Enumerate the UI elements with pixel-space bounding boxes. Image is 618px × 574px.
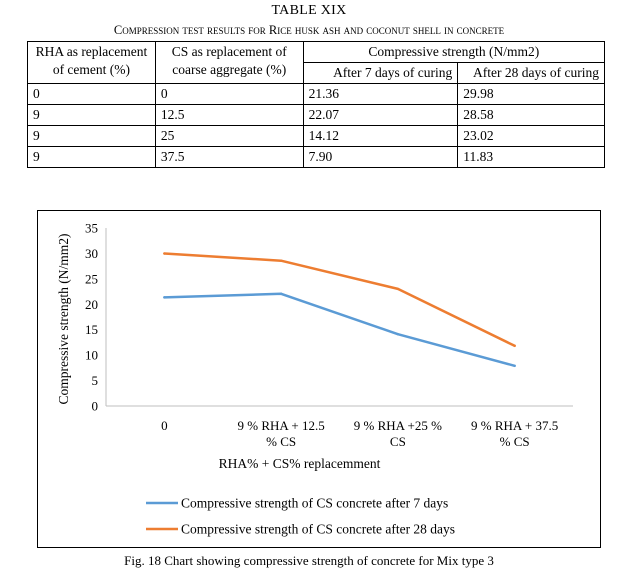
chart-frame: 0 5 10 15 20 25 30 35 0 9 % RHA + 12.5% CS 9 % RHA…	[37, 210, 601, 548]
table-row: 9 12.5 22.07 28.58	[27, 104, 605, 126]
y-axis-title: Compressive strength (N/mm2)	[56, 234, 71, 405]
y-tick-label: 25	[85, 271, 98, 286]
data-point	[279, 259, 283, 262]
table-title: TABLE XIX	[271, 3, 347, 18]
data-point	[279, 292, 283, 295]
series-line-7-days	[163, 292, 516, 368]
y-tick-label: 0	[92, 399, 99, 414]
legend-label: Compressive strength of CS concrete afte…	[181, 496, 448, 511]
y-tick-label: 10	[85, 348, 98, 363]
table-row: 9 25 14.12 23.02	[27, 125, 605, 147]
y-tick-label: 20	[85, 297, 98, 312]
table-cell: 29.98	[457, 83, 605, 105]
table-cell: 11.83	[457, 146, 605, 168]
data-point	[163, 296, 166, 299]
header-rha: RHA as replacement of cement (%)	[27, 41, 156, 84]
table-row: 9 37.5 7.90 11.83	[27, 146, 605, 168]
table-cell: 22.07	[302, 104, 459, 126]
table-cell: 25	[154, 125, 304, 147]
table-row: 0 0 21.36 29.98	[27, 83, 605, 105]
table-cell: 12.5	[154, 104, 304, 126]
table-caption: Compression test results for Rice husk a…	[113, 23, 505, 37]
y-tick-label: 30	[85, 246, 98, 261]
data-point	[396, 332, 400, 336]
y-tick-label: 5	[92, 373, 99, 388]
header-strength: Compressive strength (N/mm2)	[302, 41, 606, 63]
x-tick-label: % CS	[500, 434, 530, 449]
data-point	[513, 344, 516, 348]
table-cell: 21.36	[302, 83, 459, 105]
data-point	[163, 252, 166, 255]
header-day28: After 28 days of curing	[457, 62, 605, 84]
y-tick-label: 35	[85, 221, 98, 236]
table-cell: 37.5	[154, 146, 304, 168]
y-tick-label: 15	[85, 322, 98, 337]
series-line-28-days	[163, 252, 516, 348]
data-point	[396, 287, 400, 291]
header-day7: After 7 days of curing	[302, 62, 459, 84]
table-cell: 9	[27, 146, 156, 168]
table-cell: 0	[27, 83, 156, 105]
x-tick-label: CS	[390, 434, 406, 449]
table-cell: 7.90	[302, 146, 459, 168]
x-tick-label: 9 % RHA +25 %	[354, 418, 442, 433]
x-axis-title: RHA% + CS% replacemment	[219, 456, 381, 471]
x-tick-label: % CS	[266, 434, 296, 449]
results-table: RHA as replacement of cement (%) CS as r…	[27, 41, 606, 168]
table-header-row: RHA as replacement of cement (%) CS as r…	[27, 41, 606, 84]
x-tick-label: 0	[161, 418, 168, 433]
table-cell: 23.02	[457, 125, 605, 147]
header-cs: CS as replacement of coarse aggregate (%…	[154, 41, 304, 84]
table-cell: 28.58	[457, 104, 605, 126]
x-tick-label: 9 % RHA + 12.5	[238, 418, 325, 433]
legend-label: Compressive strength of CS concrete afte…	[181, 522, 455, 537]
figure-caption: Fig. 18 Chart showing compressive streng…	[124, 553, 494, 568]
data-point	[513, 364, 516, 368]
table-cell: 9	[27, 104, 156, 126]
table-cell: 0	[154, 83, 304, 105]
table-cell: 9	[27, 125, 156, 147]
table-cell: 14.12	[302, 125, 459, 147]
x-tick-label: 9 % RHA + 37.5	[471, 418, 558, 433]
